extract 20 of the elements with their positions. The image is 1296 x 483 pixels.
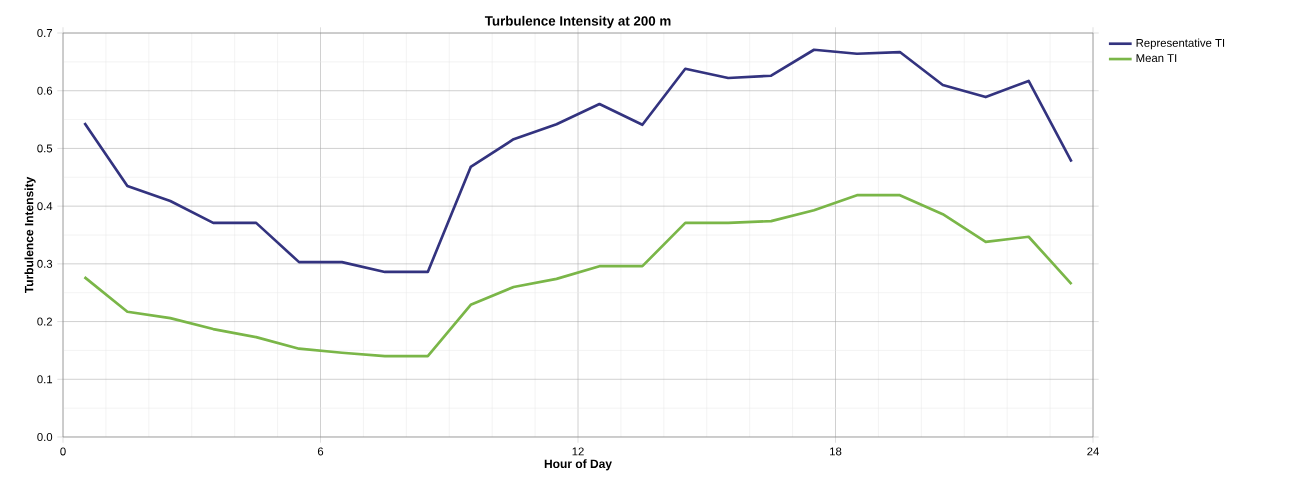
line-series bbox=[83, 48, 1073, 274]
line-series bbox=[83, 193, 1073, 358]
x-tick-label: 24 bbox=[1087, 447, 1099, 456]
x-tick-label: 12 bbox=[572, 447, 584, 456]
y-tick-label: 0.5 bbox=[37, 144, 53, 153]
y-tick-label: 0.1 bbox=[37, 375, 53, 384]
legend-label: Representative TI bbox=[1136, 38, 1225, 50]
y-tick-label: 0.0 bbox=[37, 433, 53, 442]
legend-label: Mean TI bbox=[1136, 54, 1177, 63]
y-tick-label: 0.7 bbox=[37, 29, 53, 38]
y-tick-label: 0.2 bbox=[37, 317, 53, 326]
y-tick-label: 0.6 bbox=[37, 86, 53, 95]
x-tick-label: 18 bbox=[830, 447, 842, 456]
x-axis-title: Hour of Day bbox=[544, 459, 612, 471]
x-tick-label: 6 bbox=[317, 447, 324, 456]
x-tick-label: 0 bbox=[60, 447, 66, 456]
y-tick-label: 0.3 bbox=[37, 259, 53, 268]
y-axis-title: Turbulence Intensity bbox=[24, 176, 36, 294]
chart-title: Turbulence Intensity at 200 m bbox=[484, 15, 671, 29]
y-tick-label: 0.4 bbox=[37, 202, 53, 211]
